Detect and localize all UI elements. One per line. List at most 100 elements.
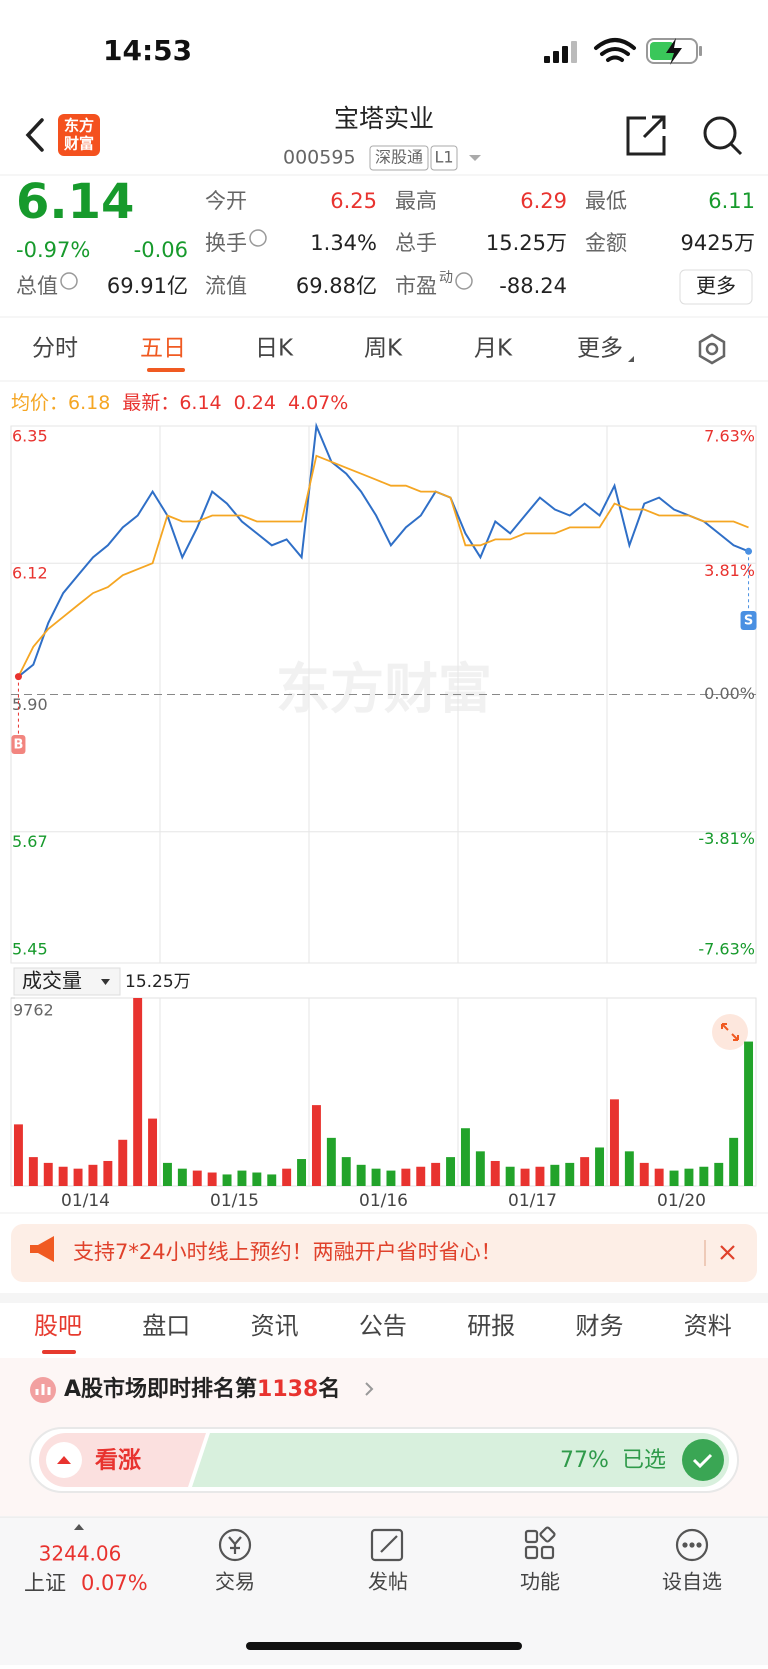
volume-bar xyxy=(401,1168,411,1186)
sell-marker: S xyxy=(744,614,753,629)
share-button[interactable] xyxy=(626,115,666,156)
expand-icon xyxy=(721,1023,739,1041)
volume-bar xyxy=(282,1168,292,1186)
logo-text: 财富 xyxy=(64,135,94,153)
field-value: 15.25万 xyxy=(486,231,567,255)
subtab: 公告 xyxy=(359,1312,407,1340)
tab-underline xyxy=(147,368,185,372)
divider xyxy=(0,1293,768,1303)
field-value: -88.24 xyxy=(499,274,567,298)
field-value: 69.88亿 xyxy=(296,274,377,298)
more-arrow xyxy=(628,356,634,362)
logo xyxy=(58,114,100,156)
status-time: 14:53 xyxy=(103,34,192,67)
legend-item: 最新： xyxy=(122,392,179,414)
field-value: 1.34% xyxy=(310,231,377,255)
battery-icon xyxy=(646,38,702,65)
index-value: 3244.06 xyxy=(39,1542,122,1566)
volume-bar xyxy=(446,1157,456,1186)
banner-text: 支持7*24小时线上预约！两融开户省时省心！ xyxy=(73,1240,502,1264)
function-icon xyxy=(524,1526,556,1560)
info-icon xyxy=(249,229,267,247)
stock-code: 000595 xyxy=(283,147,356,169)
subtab: 资料 xyxy=(684,1312,732,1340)
more-button[interactable] xyxy=(679,269,753,305)
field-label: 换手 xyxy=(205,231,247,255)
volume-bar xyxy=(13,1124,23,1186)
tab: 月K xyxy=(474,336,513,362)
volume-bar xyxy=(162,1162,172,1186)
volume-bar xyxy=(118,1139,128,1186)
average-line xyxy=(17,454,749,678)
volume-bar xyxy=(103,1160,113,1186)
tab: 周K xyxy=(364,336,403,362)
volume-bar xyxy=(550,1164,560,1186)
y2-tick-label: 3.81% xyxy=(704,561,755,580)
volume-bar xyxy=(624,1151,634,1186)
bear-pct: 77% xyxy=(560,1448,609,1473)
y-tick-label: 6.12 xyxy=(12,564,48,583)
y-tick-label: 5.90 xyxy=(12,695,48,714)
stock-name: 宝塔实业 xyxy=(334,104,434,133)
nav-item: 功能 xyxy=(520,1570,560,1594)
volume-bar xyxy=(148,1118,158,1186)
sell-marker-box xyxy=(740,611,757,630)
volume-bar xyxy=(267,1174,277,1186)
volume-bar xyxy=(520,1168,530,1186)
volume-bar xyxy=(744,1041,754,1186)
volume-bar xyxy=(505,1166,515,1186)
more-button-label: 更多 xyxy=(696,274,736,298)
volume-bar xyxy=(654,1168,664,1186)
banner[interactable] xyxy=(11,1224,757,1282)
watchlist-icon xyxy=(675,1528,709,1562)
price-line xyxy=(17,422,749,678)
volume-bar xyxy=(729,1137,739,1186)
settings-button[interactable] xyxy=(698,333,726,365)
ranking-arrow[interactable] xyxy=(365,1382,374,1396)
ranking-prefix: A股市场即时排名第 xyxy=(64,1376,257,1402)
bull-segment[interactable] xyxy=(39,1433,206,1487)
info-icon xyxy=(60,272,78,290)
volume-bar xyxy=(58,1166,68,1186)
volume-bar xyxy=(326,1137,336,1186)
tab: 日K xyxy=(255,336,294,362)
volume-bar xyxy=(460,1128,470,1186)
subtab: 盘口 xyxy=(142,1312,190,1340)
volume-bar xyxy=(535,1166,545,1186)
index-arrow xyxy=(74,1524,84,1530)
back-button[interactable] xyxy=(25,118,44,152)
expand-button[interactable] xyxy=(712,1014,748,1050)
change: -0.06 xyxy=(134,238,188,262)
volume-bar xyxy=(28,1157,38,1186)
volume-select[interactable] xyxy=(13,967,121,996)
megaphone-icon xyxy=(30,1236,54,1262)
bear-segment[interactable] xyxy=(192,1433,729,1487)
y-tick-label: 5.45 xyxy=(12,940,48,959)
banner-close[interactable] xyxy=(720,1245,735,1260)
volume-bar xyxy=(416,1166,426,1186)
field-label: 金额 xyxy=(585,231,627,255)
ranking[interactable]: A股市场即时排名第1138名 xyxy=(64,1376,340,1402)
field-value: 6.29 xyxy=(520,189,567,213)
subtab: 资讯 xyxy=(251,1312,299,1340)
volume-bar xyxy=(311,1105,321,1186)
volume-bar xyxy=(237,1170,247,1186)
index-name: 上证 xyxy=(24,1571,66,1595)
tab: 更多 xyxy=(577,336,623,362)
volume-bar xyxy=(252,1172,262,1186)
change-pct: -0.97% xyxy=(16,238,90,262)
legend-item: 6.14 xyxy=(179,392,221,414)
chosen-label: 已选 xyxy=(622,1448,666,1473)
tag: 深股通 xyxy=(375,148,423,167)
search-button[interactable] xyxy=(703,116,743,156)
volume-bar xyxy=(714,1162,724,1186)
subtab: 财务 xyxy=(576,1312,624,1340)
tag-box xyxy=(430,145,458,171)
volume-bar xyxy=(699,1166,709,1186)
volume-bar xyxy=(192,1170,202,1186)
volume-frame xyxy=(10,997,757,1187)
field-sup: 动 xyxy=(439,270,453,286)
date-label: 01/17 xyxy=(508,1191,557,1211)
post-icon xyxy=(370,1528,404,1562)
